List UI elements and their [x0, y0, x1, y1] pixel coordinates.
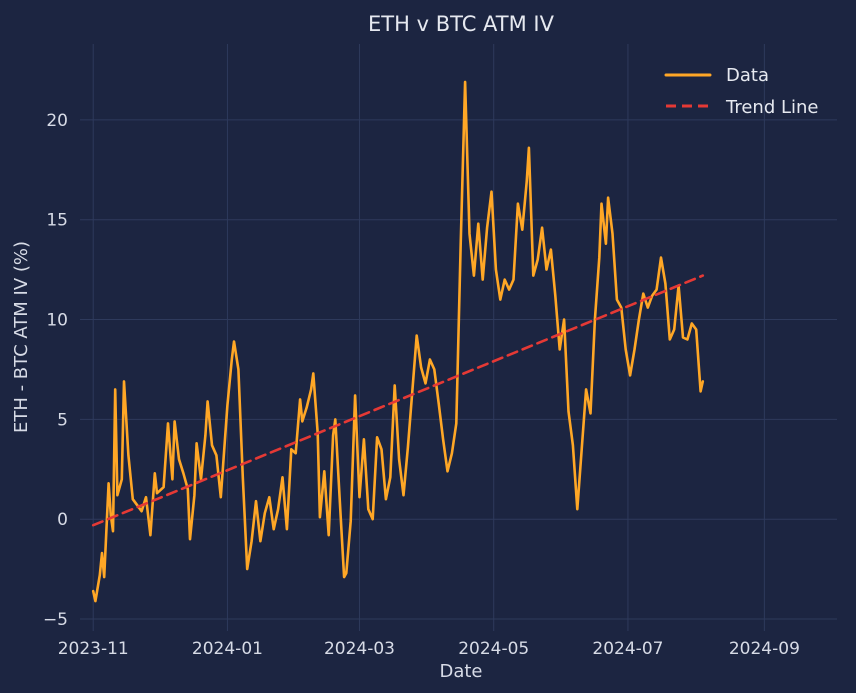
grid-lines	[80, 44, 837, 631]
x-axis-title: Date	[439, 661, 482, 682]
data-series-line	[91, 80, 705, 603]
series-layer	[91, 80, 705, 603]
y-tick-label: 5	[57, 410, 68, 430]
x-tick-label: 2024-01	[192, 639, 263, 659]
x-tick-label: 2024-03	[324, 639, 395, 659]
x-tick-label: 2023-11	[58, 639, 129, 659]
x-axis-ticks: 2023-11 2024-01 2024-03 2024-05 2024-07 2024-…	[58, 639, 800, 659]
y-tick-label: 15	[46, 211, 68, 231]
y-axis-ticks: −5 0 5 10 15 20	[43, 111, 68, 630]
legend-label-data: Data	[726, 65, 769, 86]
y-tick-label: −5	[43, 610, 68, 630]
legend-label-trend: Trend Line	[725, 97, 819, 118]
x-tick-label: 2024-09	[729, 639, 800, 659]
x-tick-label: 2024-05	[458, 639, 529, 659]
x-tick-label: 2024-07	[592, 639, 663, 659]
y-axis-title: ETH - BTC ATM IV (%)	[11, 241, 32, 433]
trend-line	[91, 274, 705, 527]
y-tick-label: 0	[57, 510, 68, 530]
y-tick-label: 10	[46, 311, 68, 331]
chart-title: ETH v BTC ATM IV	[368, 12, 555, 36]
legend: Data Trend Line	[664, 65, 819, 118]
y-tick-label: 20	[46, 111, 68, 131]
